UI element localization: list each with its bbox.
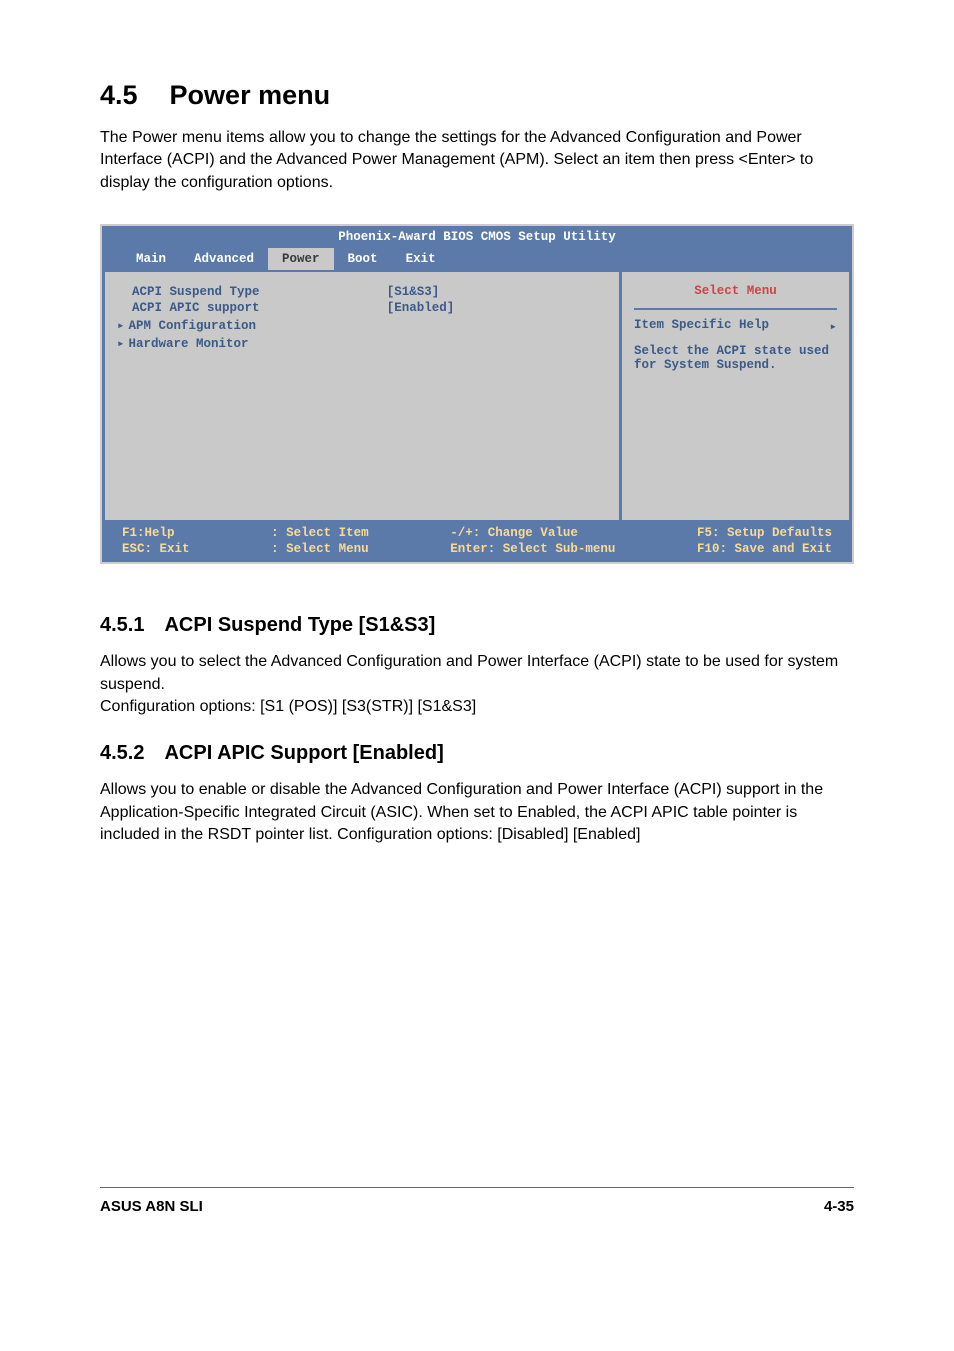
footer-page-number: 4-35 bbox=[824, 1198, 854, 1215]
side-panel-title: Select Menu bbox=[634, 284, 837, 308]
bios-item-hardware-monitor[interactable]: ▸Hardware Monitor bbox=[117, 334, 377, 352]
bios-footer: F1:Help ESC: Exit : Select Item : Select… bbox=[102, 520, 852, 562]
subsection-452-body: Allows you to enable or disable the Adva… bbox=[100, 779, 854, 846]
bios-item-acpi-suspend[interactable]: ACPI Suspend Type bbox=[117, 284, 377, 300]
subsection-452-title: 4.5.2 ACPI APIC Support [Enabled] bbox=[100, 742, 854, 765]
footer-key-help: F1:Help bbox=[122, 526, 190, 540]
bios-value-acpi-suspend: [S1&S3] bbox=[387, 284, 455, 300]
help-arrow-icon: ▸ bbox=[829, 318, 837, 334]
footer-product-name: ASUS A8N SLI bbox=[100, 1198, 203, 1215]
footer-key-change: -/+: Change Value bbox=[450, 526, 615, 540]
bios-body: ACPI Suspend Type ACPI APIC support ▸APM… bbox=[102, 270, 852, 520]
side-panel-text: Select the ACPI state used for System Su… bbox=[634, 344, 837, 372]
footer-col-4: F5: Setup Defaults F10: Save and Exit bbox=[697, 526, 832, 556]
subsection-451-number: 4.5.1 bbox=[100, 614, 144, 636]
bios-main-panel: ACPI Suspend Type ACPI APIC support ▸APM… bbox=[102, 270, 622, 520]
footer-key-save: F10: Save and Exit bbox=[697, 542, 832, 556]
bios-item-apm-config[interactable]: ▸APM Configuration bbox=[117, 316, 377, 334]
bios-tab-main[interactable]: Main bbox=[122, 248, 180, 270]
section-title-text: Power menu bbox=[170, 80, 331, 110]
subsection-451-text: ACPI Suspend Type [S1&S3] bbox=[164, 614, 435, 636]
bios-item-acpi-apic[interactable]: ACPI APIC support bbox=[117, 300, 377, 316]
section-number: 4.5 bbox=[100, 80, 138, 110]
subsection-451-body: Allows you to select the Advanced Config… bbox=[100, 651, 854, 718]
footer-col-2: : Select Item : Select Menu bbox=[271, 526, 369, 556]
subsection-452-text: ACPI APIC Support [Enabled] bbox=[164, 742, 443, 764]
bios-tab-bar: Main Advanced Power Boot Exit bbox=[102, 248, 852, 270]
bios-tab-power[interactable]: Power bbox=[268, 248, 334, 270]
bios-tab-boot[interactable]: Boot bbox=[334, 248, 392, 270]
footer-col-3: -/+: Change Value Enter: Select Sub-menu bbox=[450, 526, 615, 556]
submenu-marker-icon: ▸ bbox=[117, 319, 125, 333]
bios-side-panel: Select Menu Item Specific Help▸ Select t… bbox=[622, 270, 852, 520]
bios-items-column: ACPI Suspend Type ACPI APIC support ▸APM… bbox=[117, 284, 377, 508]
bios-tab-advanced[interactable]: Advanced bbox=[180, 248, 268, 270]
side-panel-subtitle: Item Specific Help▸ bbox=[634, 308, 837, 344]
footer-col-1: F1:Help ESC: Exit bbox=[122, 526, 190, 556]
bios-values-column: [S1&S3] [Enabled] bbox=[377, 284, 455, 508]
bios-screenshot: Phoenix-Award BIOS CMOS Setup Utility Ma… bbox=[100, 224, 854, 564]
bios-tab-exit[interactable]: Exit bbox=[392, 248, 450, 270]
bios-value-acpi-apic: [Enabled] bbox=[387, 300, 455, 316]
subsection-451-title: 4.5.1 ACPI Suspend Type [S1&S3] bbox=[100, 614, 854, 637]
footer-key-select-menu: : Select Menu bbox=[271, 542, 369, 556]
page-footer: ASUS A8N SLI 4-35 bbox=[100, 1187, 854, 1215]
footer-key-exit: ESC: Exit bbox=[122, 542, 190, 556]
bios-header: Phoenix-Award BIOS CMOS Setup Utility bbox=[102, 226, 852, 248]
submenu-marker-icon: ▸ bbox=[117, 337, 125, 351]
footer-key-defaults: F5: Setup Defaults bbox=[697, 526, 832, 540]
intro-paragraph: The Power menu items allow you to change… bbox=[100, 127, 854, 194]
footer-key-select-item: : Select Item bbox=[271, 526, 369, 540]
footer-key-enter: Enter: Select Sub-menu bbox=[450, 542, 615, 556]
subsection-452-number: 4.5.2 bbox=[100, 742, 144, 764]
section-title: 4.5 Power menu bbox=[100, 80, 854, 111]
